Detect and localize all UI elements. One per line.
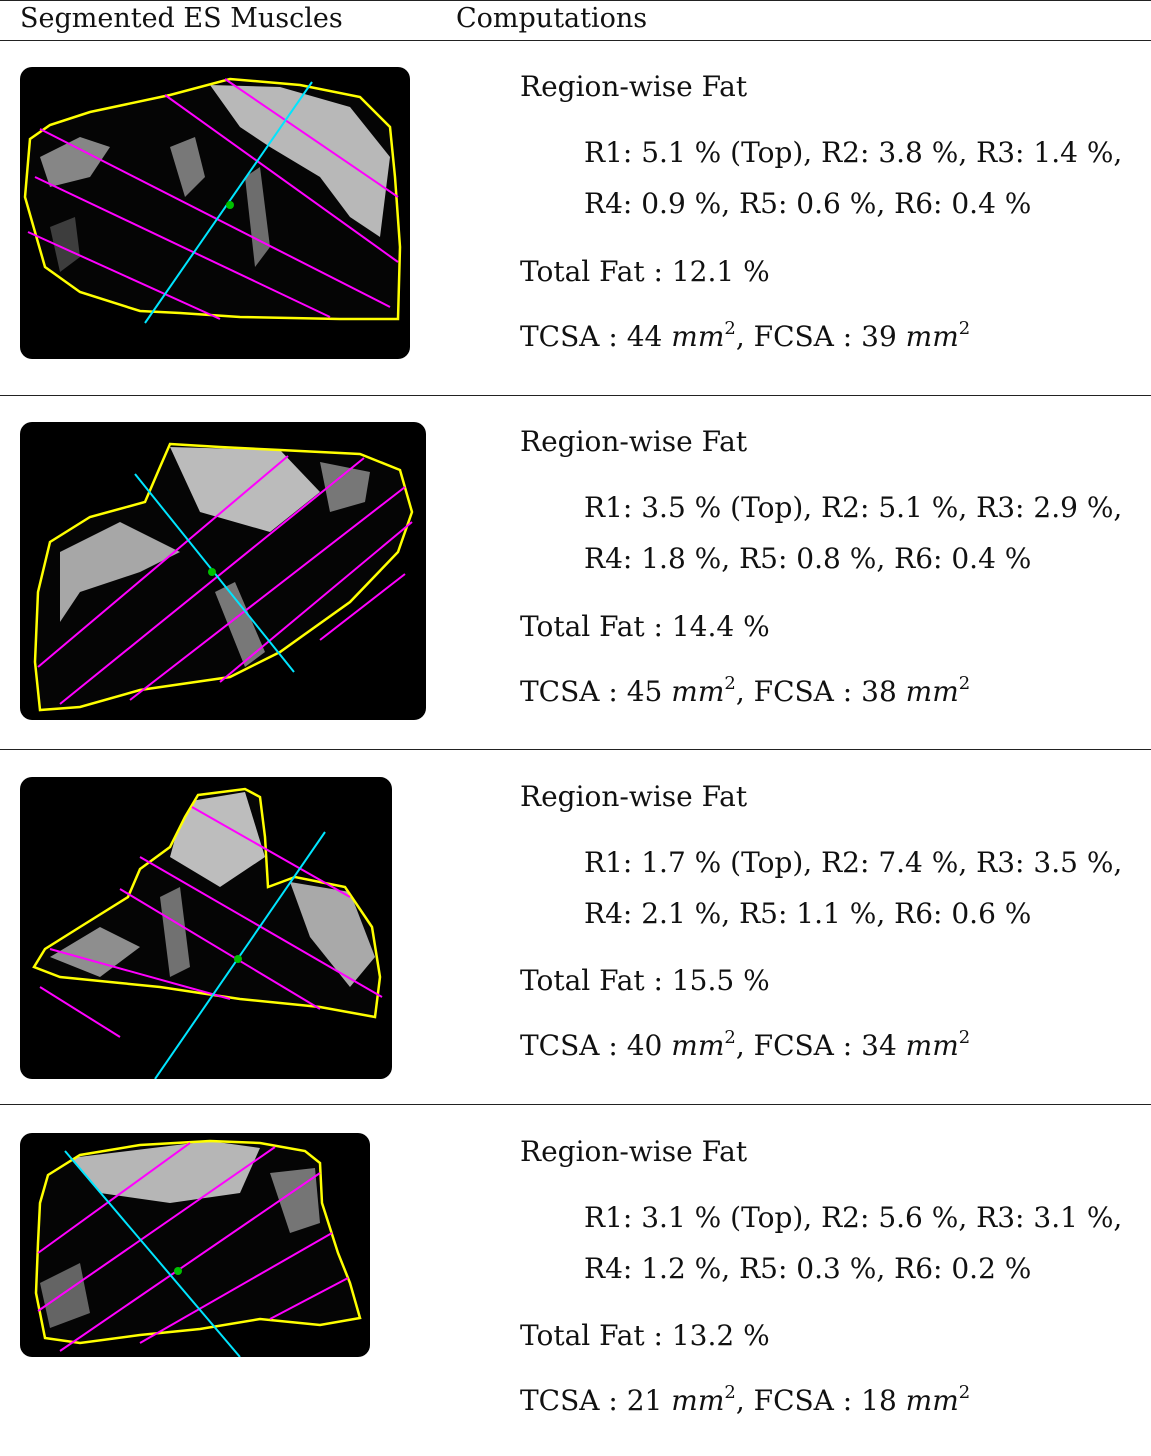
total-fat: Total Fat : 13.2 %	[520, 1319, 770, 1352]
unit-exponent: 2	[958, 1381, 971, 1403]
segmented-muscle-image	[20, 1133, 370, 1357]
segmented-muscle-image	[20, 777, 392, 1079]
unit: mm	[905, 1384, 959, 1417]
regions-line-1: R1: 3.1 % (Top), R2: 5.6 %, R3: 3.1 %,	[584, 1201, 1123, 1234]
unit: mm	[671, 1029, 725, 1062]
segmented-muscle-image	[20, 422, 426, 720]
segmented-muscle-image	[20, 67, 410, 359]
unit: mm	[905, 1029, 959, 1062]
unit-exponent: 2	[724, 672, 736, 694]
regions-line-1: R1: 5.1 % (Top), R2: 3.8 %, R3: 1.4 %,	[584, 136, 1123, 169]
section-title: Region-wise Fat	[520, 70, 748, 103]
unit: mm	[905, 675, 959, 708]
csa-line: TCSA : 44 mm2, FCSA : 39 mm2	[520, 317, 971, 354]
unit-exponent: 2	[958, 672, 971, 694]
row-rule	[0, 1104, 1151, 1105]
header-computations: Computations	[456, 3, 648, 34]
unit-exponent: 2	[958, 1026, 971, 1048]
header-rule	[0, 40, 1151, 41]
regions-line-2: R4: 2.1 %, R5: 1.1 %, R6: 0.6 %	[584, 897, 1032, 930]
section-title: Region-wise Fat	[520, 780, 748, 813]
unit: mm	[671, 320, 725, 353]
total-fat: Total Fat : 15.5 %	[520, 964, 770, 997]
row-rule	[0, 395, 1151, 396]
fcsa-label: , FCSA : 39	[735, 320, 897, 353]
unit-exponent: 2	[724, 1026, 736, 1048]
tcsa-label: TCSA : 44	[520, 320, 663, 353]
fcsa-label: , FCSA : 38	[735, 675, 897, 708]
tcsa-label: TCSA : 40	[520, 1029, 663, 1062]
muscle-slice-svg	[23, 77, 402, 324]
table-top-rule	[0, 0, 1151, 1]
tcsa-label: TCSA : 21	[520, 1384, 663, 1417]
unit-exponent: 2	[724, 317, 736, 339]
total-fat: Total Fat : 12.1 %	[520, 255, 770, 288]
regions-line-2: R4: 0.9 %, R5: 0.6 %, R6: 0.4 %	[584, 187, 1032, 220]
csa-line: TCSA : 21 mm2, FCSA : 18 mm2	[520, 1381, 971, 1418]
fcsa-label: , FCSA : 18	[735, 1384, 897, 1417]
muscle-slice-svg	[34, 1139, 362, 1357]
header-segmented-es-muscles: Segmented ES Muscles	[20, 3, 343, 34]
csa-line: TCSA : 45 mm2, FCSA : 38 mm2	[520, 672, 971, 709]
muscle-slice-svg	[33, 442, 414, 712]
regions-line-1: R1: 3.5 % (Top), R2: 5.1 %, R3: 2.9 %,	[584, 491, 1123, 524]
tcsa-label: TCSA : 45	[520, 675, 663, 708]
section-title: Region-wise Fat	[520, 425, 748, 458]
fcsa-label: , FCSA : 34	[735, 1029, 897, 1062]
unit: mm	[905, 320, 959, 353]
csa-line: TCSA : 40 mm2, FCSA : 34 mm2	[520, 1026, 971, 1063]
regions-line-2: R4: 1.8 %, R5: 0.8 %, R6: 0.4 %	[584, 542, 1032, 575]
unit: mm	[671, 675, 725, 708]
total-fat: Total Fat : 14.4 %	[520, 610, 770, 643]
regions-line-1: R1: 1.7 % (Top), R2: 7.4 %, R3: 3.5 %,	[584, 846, 1123, 879]
muscle-slice-svg	[32, 787, 383, 1079]
regions-line-2: R4: 1.2 %, R5: 0.3 %, R6: 0.2 %	[584, 1252, 1032, 1285]
unit: mm	[671, 1384, 725, 1417]
unit-exponent: 2	[724, 1381, 736, 1403]
row-rule	[0, 749, 1151, 750]
unit-exponent: 2	[958, 317, 971, 339]
section-title: Region-wise Fat	[520, 1135, 748, 1168]
